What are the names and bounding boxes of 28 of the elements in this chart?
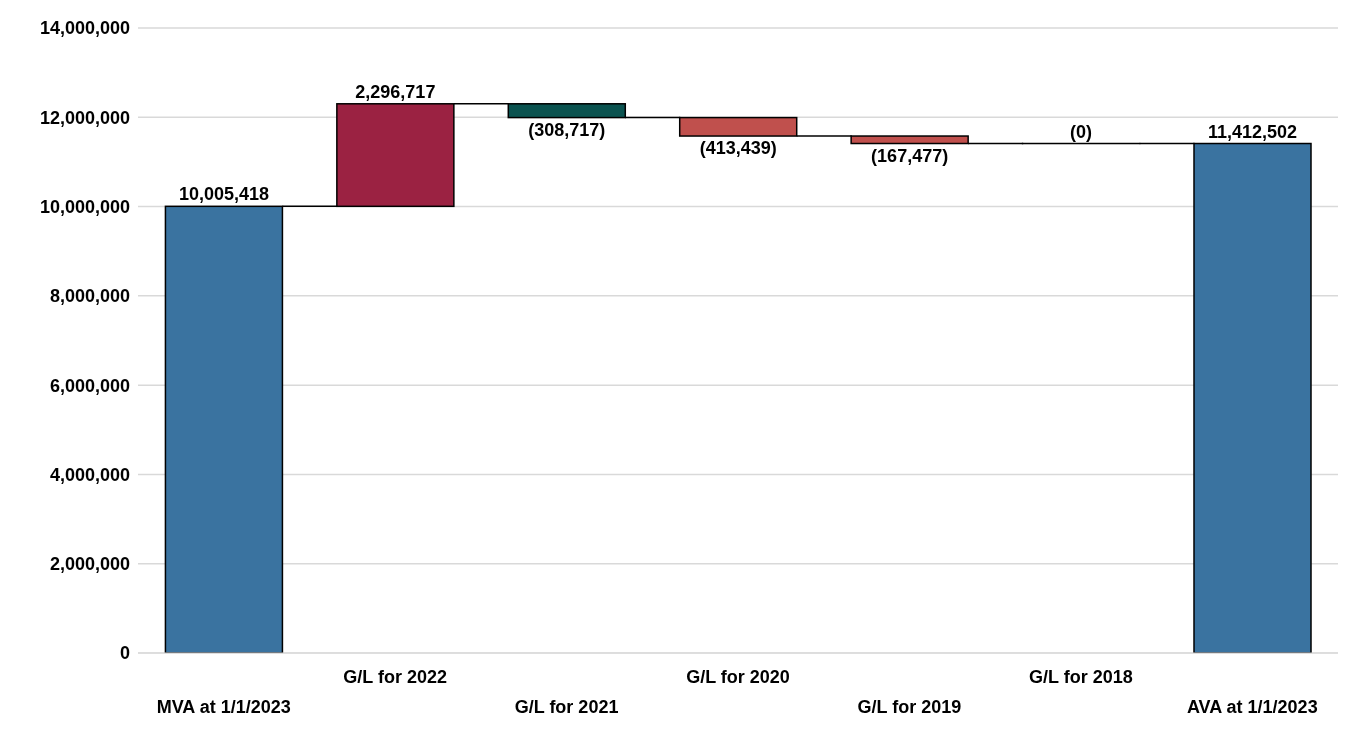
bar xyxy=(678,116,798,137)
y-tick-label: 10,000,000 xyxy=(39,196,130,217)
data-label: (0) xyxy=(1070,121,1093,142)
data-label: 10,005,418 xyxy=(178,184,269,205)
data-label: (167,477) xyxy=(871,145,949,166)
x-tick-label: MVA at 1/1/2023 xyxy=(156,697,291,717)
y-tick-label: 0 xyxy=(119,643,130,664)
bar xyxy=(164,205,284,653)
y-tick-label: 12,000,000 xyxy=(39,107,130,128)
x-tick-label: AVA at 1/1/2023 xyxy=(1186,697,1318,717)
data-label: (308,717) xyxy=(528,119,606,140)
y-tick-label: 4,000,000 xyxy=(49,464,130,485)
y-tick-label: 14,000,000 xyxy=(39,18,130,39)
x-tick-label: G/L for 2018 xyxy=(1029,667,1133,687)
data-label: 2,296,717 xyxy=(355,81,436,102)
bar xyxy=(336,103,455,208)
data-label: (413,439) xyxy=(699,138,777,159)
bar xyxy=(1193,142,1312,653)
x-tick-label: G/L for 2021 xyxy=(514,697,619,717)
y-tick-label: 6,000,000 xyxy=(49,375,130,396)
data-label: 11,412,502 xyxy=(1207,121,1298,142)
x-tick-label: G/L for 2019 xyxy=(857,697,962,717)
bar xyxy=(850,135,969,145)
bar xyxy=(507,103,627,119)
x-tick-label: G/L for 2020 xyxy=(686,667,790,687)
y-tick-label: 2,000,000 xyxy=(49,554,130,575)
x-tick-label: G/L for 2022 xyxy=(343,667,447,687)
y-tick-label: 8,000,000 xyxy=(49,286,130,307)
